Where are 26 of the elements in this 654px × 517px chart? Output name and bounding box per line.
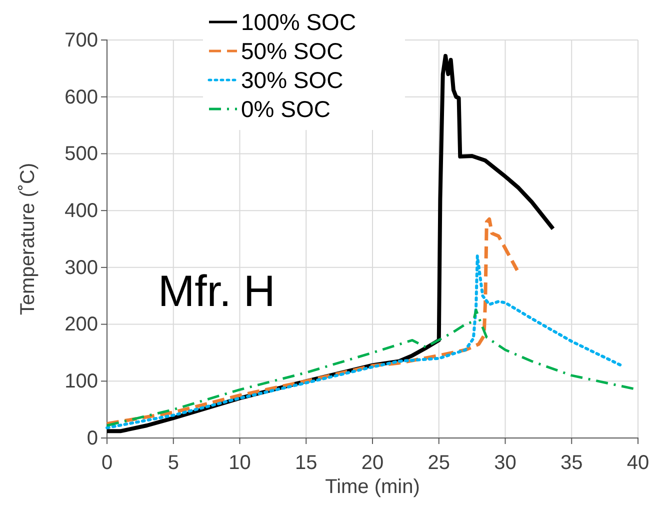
x-tick-label: 5 xyxy=(168,452,179,474)
legend-label: 100% SOC xyxy=(241,9,356,35)
legend-label: 30% SOC xyxy=(241,67,344,93)
y-tick-label: 500 xyxy=(64,143,98,166)
y-tick-label: 100 xyxy=(64,370,98,393)
x-tick-label: 0 xyxy=(101,452,113,474)
x-tick-label: 40 xyxy=(626,452,650,474)
y-tick-label: 400 xyxy=(64,200,98,222)
x-tick-label: 10 xyxy=(228,452,251,474)
y-tick-label: 600 xyxy=(64,86,98,108)
x-tick-label: 15 xyxy=(295,452,318,474)
line-series xyxy=(105,217,519,426)
x-tick-label: 35 xyxy=(560,452,583,474)
y-tick-label: 700 xyxy=(64,29,98,52)
line-series xyxy=(106,254,622,430)
y-tick-label: 0 xyxy=(86,427,98,450)
y-tick-label: 300 xyxy=(64,256,98,279)
y-axis-title: Temperature (˚C) xyxy=(17,162,39,316)
annotation: Mfr. H xyxy=(158,267,276,316)
x-tick-label: 20 xyxy=(361,452,384,474)
y-tick-label: 200 xyxy=(64,314,98,336)
x-tick-label: 30 xyxy=(494,452,516,474)
x-tick-label: 25 xyxy=(428,452,450,474)
legend-label: 0% SOC xyxy=(241,96,330,122)
x-axis-title: Time (min) xyxy=(325,476,420,498)
legend-label: 50% SOC xyxy=(241,38,344,64)
